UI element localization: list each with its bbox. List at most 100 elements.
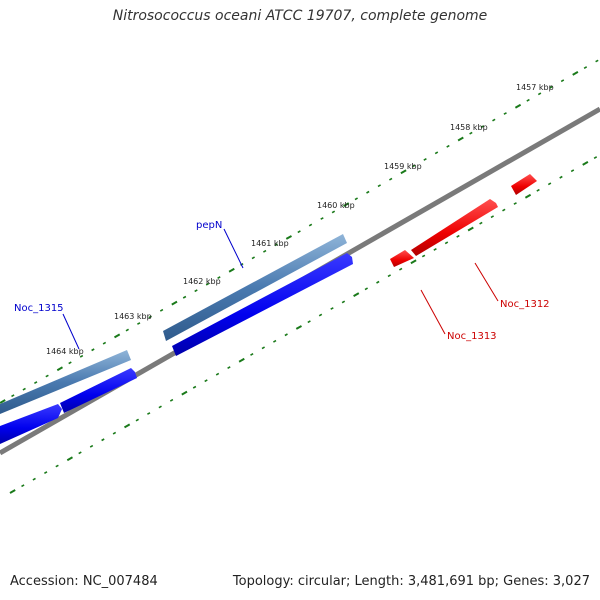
scale-label-1458: 1458 kbp <box>450 123 488 132</box>
scale-tick <box>400 169 407 175</box>
scale-tick <box>343 202 350 207</box>
scale-tick <box>238 357 245 363</box>
gene-feature-Noc_1315[interactable] <box>0 350 131 414</box>
scale-tick <box>217 276 221 279</box>
cds-feature-Noc_1315-a[interactable] <box>60 368 137 413</box>
cds-feature-upstream[interactable] <box>511 174 537 195</box>
scale-tick <box>284 333 288 337</box>
scale-tick <box>261 346 265 350</box>
scale-tick <box>364 287 368 291</box>
scale-tick <box>492 118 496 122</box>
gene-label-Noc_1312[interactable]: Noc_1312 <box>500 299 550 310</box>
scale-label-1460: 1460 kbp <box>317 201 355 210</box>
scale-tick <box>456 234 460 238</box>
scale-tick <box>112 431 117 435</box>
scale-tick <box>89 444 94 448</box>
scale-tick <box>228 267 235 273</box>
gene-label-Noc_1313[interactable]: Noc_1313 <box>447 331 497 342</box>
scale-tick <box>125 328 129 332</box>
scale-label-1459: 1459 kbp <box>384 162 422 171</box>
scale-tick <box>205 282 210 286</box>
scale-tick <box>181 390 188 396</box>
scale-tick <box>34 381 38 384</box>
scale-tick <box>114 333 121 339</box>
scale-label-1461: 1461 kbp <box>251 239 289 248</box>
scale-tick <box>171 300 178 306</box>
scale-tick <box>11 394 15 398</box>
scale-tick <box>68 361 72 365</box>
scale-tick <box>307 320 311 324</box>
scale-tick <box>490 215 494 219</box>
scale-label-1463: 1463 kbp <box>114 312 152 321</box>
scale-label-1462: 1462 kbp <box>183 277 221 286</box>
scale-tick <box>79 354 84 358</box>
scale-tick <box>320 217 324 220</box>
scale-tick <box>444 241 449 245</box>
scale-tick <box>192 385 197 389</box>
scale-tick <box>273 339 277 343</box>
gene-label-pepN[interactable]: pepN <box>196 220 222 231</box>
accession-label: Accession: NC_007484 <box>10 574 158 589</box>
scale-tick <box>194 289 198 293</box>
scale-tick <box>135 418 139 422</box>
scale-tick <box>45 374 49 378</box>
scale-tick <box>227 366 231 369</box>
scale-tick <box>0 399 6 404</box>
cds-feature-Noc_1312[interactable] <box>411 199 498 256</box>
scale-tick <box>582 161 589 166</box>
scale-tick <box>250 353 254 356</box>
scale-tick <box>274 243 278 247</box>
scale-tick <box>570 169 575 173</box>
scale-tick <box>285 235 292 240</box>
scale-tick <box>514 103 522 109</box>
scale-tick <box>331 210 336 214</box>
scale-label-1457: 1457 kbp <box>516 83 554 92</box>
scale-tick <box>137 322 141 325</box>
cds-feature-pepN[interactable] <box>172 253 353 356</box>
scale-tick <box>572 71 579 76</box>
cds-feature-Noc_1313[interactable] <box>390 250 414 267</box>
scale-tick <box>421 254 426 258</box>
scale-tick <box>536 188 540 192</box>
cds-feature-Noc_1315-b[interactable] <box>0 404 62 444</box>
scale-tick <box>295 325 302 330</box>
scale-tick <box>423 158 427 161</box>
scale-tick <box>56 366 63 372</box>
scale-tick <box>583 66 588 69</box>
scale-tick <box>376 280 380 284</box>
Noc_1315-callout-line <box>62 313 80 350</box>
scale-tick <box>353 292 360 297</box>
scale-tick <box>411 164 416 168</box>
scale-tick <box>21 484 25 488</box>
scale-tick <box>595 59 599 63</box>
scale-tick <box>55 464 59 468</box>
scale-tick <box>549 85 553 89</box>
map-title: Nitrosococcus oceani ATCC 19707, complet… <box>112 8 488 24</box>
scale-tick <box>537 92 542 96</box>
scale-label-1464: 1464 kbp <box>46 347 84 356</box>
scale-tick <box>263 249 267 253</box>
scale-tick <box>32 477 36 481</box>
scale-tick <box>159 308 164 312</box>
scale-tick <box>410 259 417 265</box>
scale-tick <box>502 208 506 212</box>
gene-label-Noc_1315[interactable]: Noc_1315 <box>14 303 64 314</box>
scale-tick <box>147 412 151 415</box>
scale-tick <box>44 471 48 474</box>
scale-tick <box>124 423 131 429</box>
scale-tick <box>308 223 313 227</box>
scale-tick <box>102 341 107 345</box>
pepN-callout-line <box>223 228 244 269</box>
scale-tick <box>318 313 323 317</box>
gene-feature-pepN[interactable] <box>163 234 347 341</box>
scale-tick <box>524 193 532 199</box>
scale-tick <box>467 226 474 232</box>
scale-tick <box>469 131 473 135</box>
scale-tick <box>66 456 73 462</box>
scale-tick <box>215 372 220 376</box>
scale-tick <box>434 151 439 155</box>
scale-tick <box>91 348 95 352</box>
scale-tick <box>78 451 82 455</box>
scale-tick <box>22 387 26 391</box>
